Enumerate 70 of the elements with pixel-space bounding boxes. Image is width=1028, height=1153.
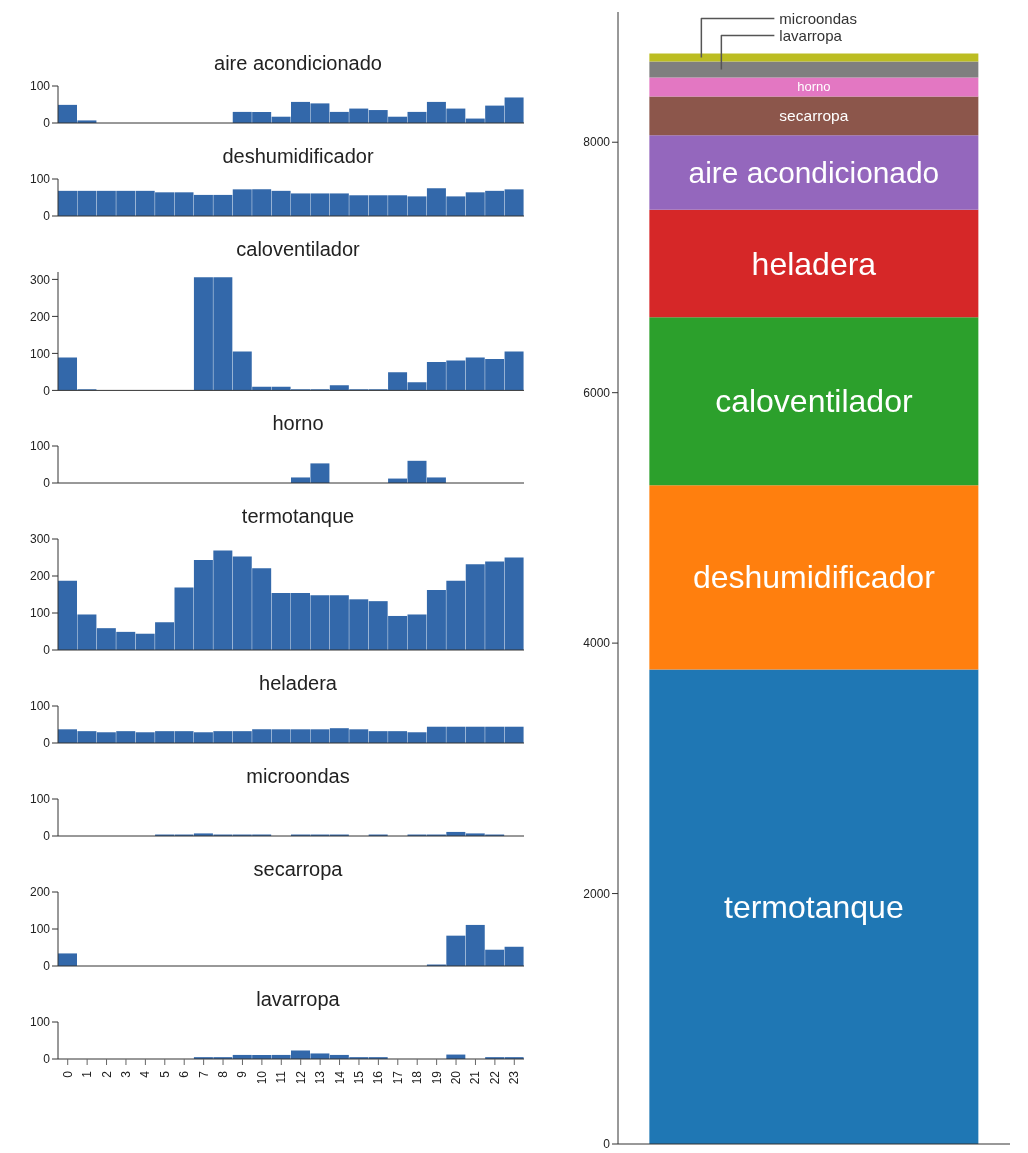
series-label: lavarropa — [779, 26, 843, 44]
series-label: heladera — [751, 245, 877, 282]
x-tick-label: 21 — [468, 1071, 483, 1085]
y-tick-label: 200 — [29, 885, 51, 900]
x-tick-label: 8 — [216, 1071, 231, 1079]
x-tick-label: 13 — [313, 1071, 328, 1085]
series-label: horno — [797, 79, 831, 95]
y-tick-label: 100 — [29, 79, 51, 94]
x-tick-label: 19 — [429, 1071, 444, 1085]
y-tick-label: 300 — [30, 272, 51, 287]
y-tick-label: 100 — [29, 699, 51, 714]
x-tick-label: 22 — [487, 1071, 502, 1085]
x-tick-label: 17 — [390, 1071, 405, 1085]
x-tick-label: 9 — [235, 1071, 250, 1079]
y-tick-label: 200 — [29, 569, 51, 584]
x-tick-label: 6 — [177, 1071, 192, 1079]
y-tick-label: 100 — [29, 1015, 51, 1030]
y-tick-label: 100 — [29, 922, 51, 937]
series-label: aire acondicionado — [688, 156, 940, 190]
x-tick-label: 15 — [351, 1071, 366, 1085]
y-tick-label: 100 — [30, 346, 51, 361]
y-tick-label: 6000 — [583, 385, 611, 400]
y-tick-label: 0 — [43, 476, 51, 491]
y-tick-label: 0 — [43, 643, 51, 658]
y-tick-label: 0 — [43, 116, 51, 131]
y-tick-label: 100 — [29, 172, 51, 187]
y-tick-label: 0 — [43, 959, 51, 974]
chart-title: horno — [271, 411, 325, 437]
y-tick-label: 200 — [30, 309, 51, 324]
chart-title: microondas — [245, 764, 351, 790]
chart-title: secarropa — [252, 857, 344, 883]
series-label: caloventilador — [715, 383, 913, 420]
y-tick-label: 4000 — [583, 636, 611, 651]
chart-title: aire acondicionado — [213, 51, 383, 76]
x-tick-label: 5 — [157, 1071, 172, 1079]
x-tick-label: 10 — [254, 1071, 269, 1085]
x-tick-label: 0 — [60, 1071, 75, 1079]
x-tick-label: 1 — [80, 1071, 95, 1079]
x-tick-label: 3 — [118, 1071, 133, 1079]
chart-title: deshumidificador — [221, 144, 375, 169]
chart-title: lavarropa — [255, 987, 341, 1013]
x-tick-label: 7 — [196, 1071, 211, 1079]
series-label: deshumidificador — [692, 559, 936, 596]
y-tick-label: 0 — [43, 1052, 51, 1067]
chart-title: heladera — [258, 671, 338, 697]
x-tick-label: 23 — [507, 1071, 522, 1085]
y-tick-label: 0 — [43, 829, 51, 844]
x-tick-label: 18 — [410, 1071, 425, 1085]
y-tick-label: 0 — [43, 209, 51, 224]
x-tick-label: 4 — [138, 1071, 153, 1079]
y-tick-label: 100 — [29, 439, 51, 454]
y-tick-label: 2000 — [583, 886, 611, 901]
chart-title: caloventilador — [235, 237, 361, 262]
x-tick-label: 2 — [99, 1071, 114, 1079]
x-tick-label: 11 — [274, 1071, 289, 1084]
y-tick-label: 0 — [603, 1137, 611, 1152]
x-tick-label: 16 — [371, 1071, 386, 1085]
y-tick-label: 0 — [43, 383, 51, 398]
series-label: secarropa — [779, 107, 849, 125]
x-tick-label: 14 — [332, 1071, 347, 1085]
x-tick-label: 20 — [449, 1071, 464, 1085]
y-tick-label: 8000 — [583, 135, 611, 150]
y-tick-label: 100 — [29, 792, 51, 807]
series-label: microondas — [779, 9, 857, 27]
series-label: termotanque — [724, 888, 904, 925]
chart-title: termotanque — [240, 504, 356, 530]
x-tick-label: 12 — [293, 1071, 308, 1085]
y-tick-label: 100 — [29, 606, 51, 621]
y-tick-label: 0 — [43, 736, 51, 751]
y-tick-label: 300 — [29, 532, 51, 547]
